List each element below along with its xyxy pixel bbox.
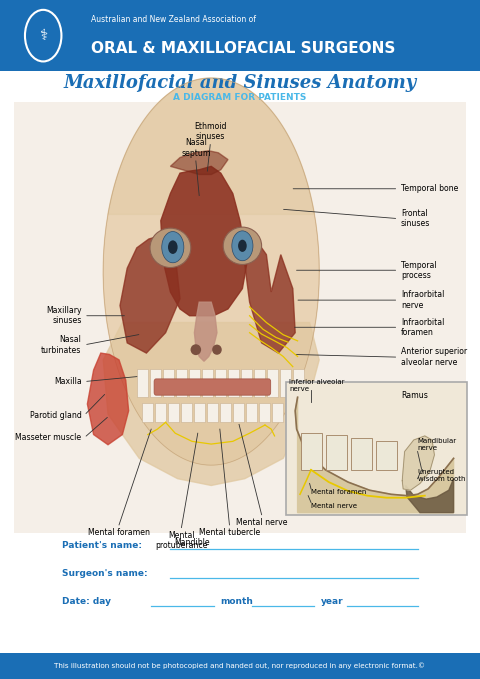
Text: Surgeon's name:: Surgeon's name:	[62, 569, 148, 579]
Bar	[267, 369, 278, 397]
Bar	[176, 369, 187, 397]
Text: Temporal
process: Temporal process	[401, 261, 436, 280]
Text: Mental nerve: Mental nerve	[311, 503, 357, 509]
Text: Infraorbital
foramen: Infraorbital foramen	[401, 318, 444, 337]
Text: Frontal
sinuses: Frontal sinuses	[401, 209, 430, 228]
Bar	[241, 369, 252, 397]
Bar	[155, 403, 166, 422]
Bar	[293, 369, 304, 397]
FancyBboxPatch shape	[154, 379, 271, 395]
Text: Mental foramen: Mental foramen	[311, 490, 366, 495]
Text: Anterior superior
alveolar nerve: Anterior superior alveolar nerve	[401, 348, 467, 367]
Polygon shape	[87, 353, 129, 445]
Bar	[215, 369, 226, 397]
Text: Patient's name:: Patient's name:	[62, 540, 143, 550]
Text: This illustration should not be photocopied and handed out, nor reproduced in an: This illustration should not be photocop…	[54, 663, 426, 669]
Bar	[246, 403, 257, 422]
Text: Australian and New Zealand Association of: Australian and New Zealand Association o…	[91, 16, 256, 24]
Text: Parotid gland: Parotid gland	[30, 411, 82, 420]
Text: Mental foramen: Mental foramen	[88, 528, 150, 537]
Text: Nasal
septum: Nasal septum	[181, 138, 211, 158]
Bar	[194, 403, 205, 422]
Text: ORAL & MAXILLOFACIAL SURGEONS: ORAL & MAXILLOFACIAL SURGEONS	[91, 41, 396, 56]
Text: Infraorbital
nerve: Infraorbital nerve	[401, 291, 444, 310]
Bar	[163, 369, 174, 397]
Bar	[14, 102, 466, 533]
Polygon shape	[295, 397, 454, 513]
Bar	[233, 403, 244, 422]
Text: Maxilla: Maxilla	[54, 377, 82, 386]
Bar	[376, 441, 397, 470]
Text: Mandibular
nerve: Mandibular nerve	[418, 438, 457, 452]
Bar	[286, 382, 467, 515]
Polygon shape	[103, 323, 319, 485]
Text: Nasal
turbinates: Nasal turbinates	[41, 335, 82, 354]
Circle shape	[238, 240, 247, 252]
Bar	[189, 369, 200, 397]
Polygon shape	[161, 166, 247, 316]
Text: year: year	[321, 597, 343, 606]
Bar	[207, 403, 218, 422]
Bar	[285, 403, 296, 422]
Ellipse shape	[212, 345, 222, 354]
Polygon shape	[194, 302, 217, 361]
Text: Ramus: Ramus	[401, 390, 428, 400]
Polygon shape	[103, 78, 319, 465]
Text: Date: day: Date: day	[62, 597, 111, 606]
Ellipse shape	[150, 228, 191, 268]
Bar	[272, 403, 283, 422]
Bar	[326, 435, 347, 470]
Polygon shape	[120, 234, 180, 353]
Bar	[142, 403, 153, 422]
Circle shape	[232, 231, 253, 261]
Bar	[202, 369, 213, 397]
Text: ⚕: ⚕	[39, 28, 48, 43]
Bar	[301, 433, 322, 470]
Text: Ethmoid
sinuses: Ethmoid sinuses	[194, 122, 227, 141]
Text: month: month	[220, 597, 252, 606]
Text: Masseter muscle: Masseter muscle	[15, 433, 82, 443]
Ellipse shape	[191, 344, 201, 355]
Text: Maxillary
sinuses: Maxillary sinuses	[46, 306, 82, 325]
Text: Temporal bone: Temporal bone	[401, 184, 458, 194]
Text: Maxillofacial and Sinuses Anatomy: Maxillofacial and Sinuses Anatomy	[63, 74, 417, 92]
Bar	[254, 369, 265, 397]
Text: Mental tubercle: Mental tubercle	[199, 528, 260, 537]
Bar	[168, 403, 179, 422]
Text: Mental
protuberance: Mental protuberance	[155, 531, 208, 551]
Bar	[228, 369, 239, 397]
Bar	[0, 0, 480, 71]
Text: Inferior alveolar
nerve: Inferior alveolar nerve	[289, 379, 345, 392]
Bar	[150, 369, 161, 397]
Text: Unerupted
wisdom tooth: Unerupted wisdom tooth	[418, 469, 465, 482]
Polygon shape	[406, 479, 454, 513]
Polygon shape	[245, 234, 295, 353]
Bar	[0, 653, 480, 679]
Bar	[351, 438, 372, 470]
Bar	[280, 369, 291, 397]
Polygon shape	[402, 436, 434, 490]
Bar	[220, 403, 231, 422]
Circle shape	[168, 240, 178, 254]
Bar	[259, 403, 270, 422]
Circle shape	[162, 232, 184, 263]
Bar	[137, 369, 148, 397]
Polygon shape	[108, 78, 314, 215]
Ellipse shape	[223, 227, 262, 265]
Text: A DIAGRAM FOR PATIENTS: A DIAGRAM FOR PATIENTS	[173, 93, 307, 103]
Text: Mental nerve: Mental nerve	[236, 518, 288, 527]
Bar	[181, 403, 192, 422]
Text: Mandible: Mandible	[174, 538, 210, 547]
Polygon shape	[170, 151, 228, 175]
